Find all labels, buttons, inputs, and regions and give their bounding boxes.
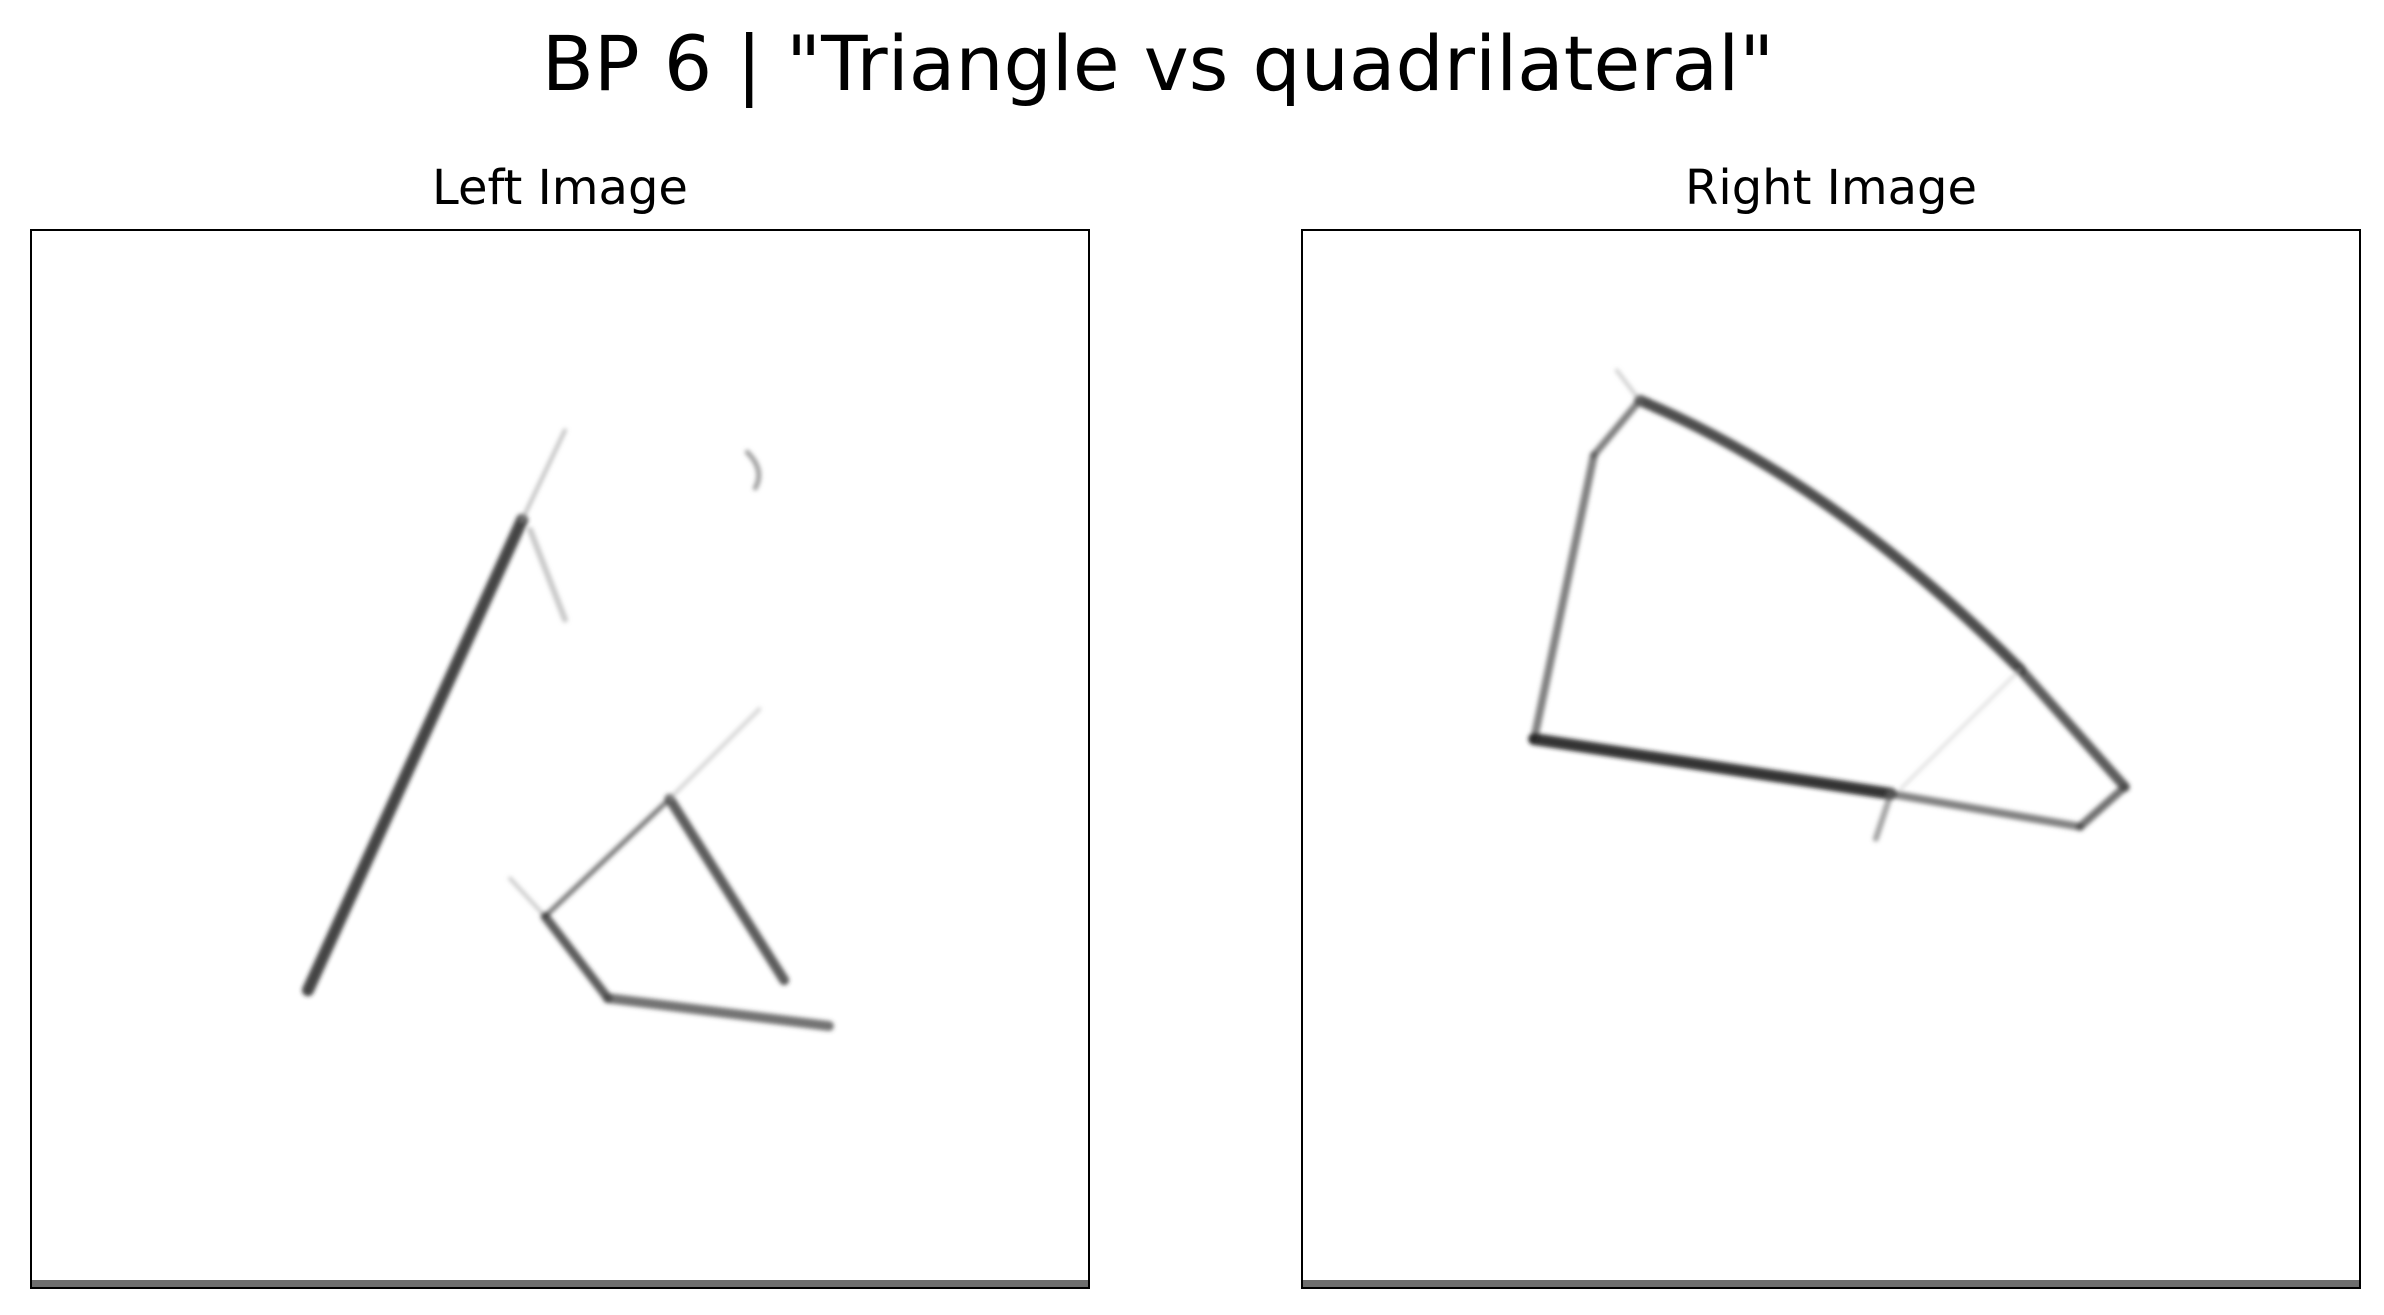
figure-title: BP 6 | "Triangle vs quadrilateral": [541, 19, 1775, 108]
triangle-sketch: [301, 428, 834, 1031]
sketch-stroke: [1899, 667, 2022, 791]
sketch-stroke: [602, 993, 834, 1031]
sketch-stroke: [542, 796, 673, 919]
sketch-stroke: [508, 876, 548, 919]
sketch-stroke: [527, 526, 568, 623]
sketch-stroke: [301, 513, 529, 997]
sketch-stroke: [1872, 790, 1894, 842]
sketch-stroke: [1590, 396, 1644, 459]
left-panel: [30, 229, 1090, 1289]
left-panel-title: Left Image: [432, 160, 688, 216]
left-drawing: [301, 428, 834, 1031]
quadrilateral-sketch: [1528, 368, 2130, 842]
sketch-stroke: [664, 793, 790, 986]
right-drawing: [1528, 368, 2130, 842]
panel-baseline: [32, 1280, 1088, 1287]
sketch-stroke: [1530, 451, 1598, 744]
right-panel: [1301, 229, 2361, 1289]
sketch-stroke: [2076, 782, 2129, 831]
sketch-stroke: [1634, 394, 2026, 675]
sketch-stroke: [667, 707, 762, 801]
sketch-stroke: [520, 428, 567, 522]
sketch-stroke: [1886, 789, 2085, 831]
sketch-stroke: [1614, 368, 1642, 403]
panel-baseline: [1303, 1280, 2359, 1287]
sketch-stroke: [540, 911, 613, 1003]
sketch-stroke: [1528, 733, 1897, 800]
sketch-stroke: [744, 449, 762, 491]
sketch-stroke: [2015, 664, 2130, 792]
right-panel-title: Right Image: [1685, 160, 1977, 216]
